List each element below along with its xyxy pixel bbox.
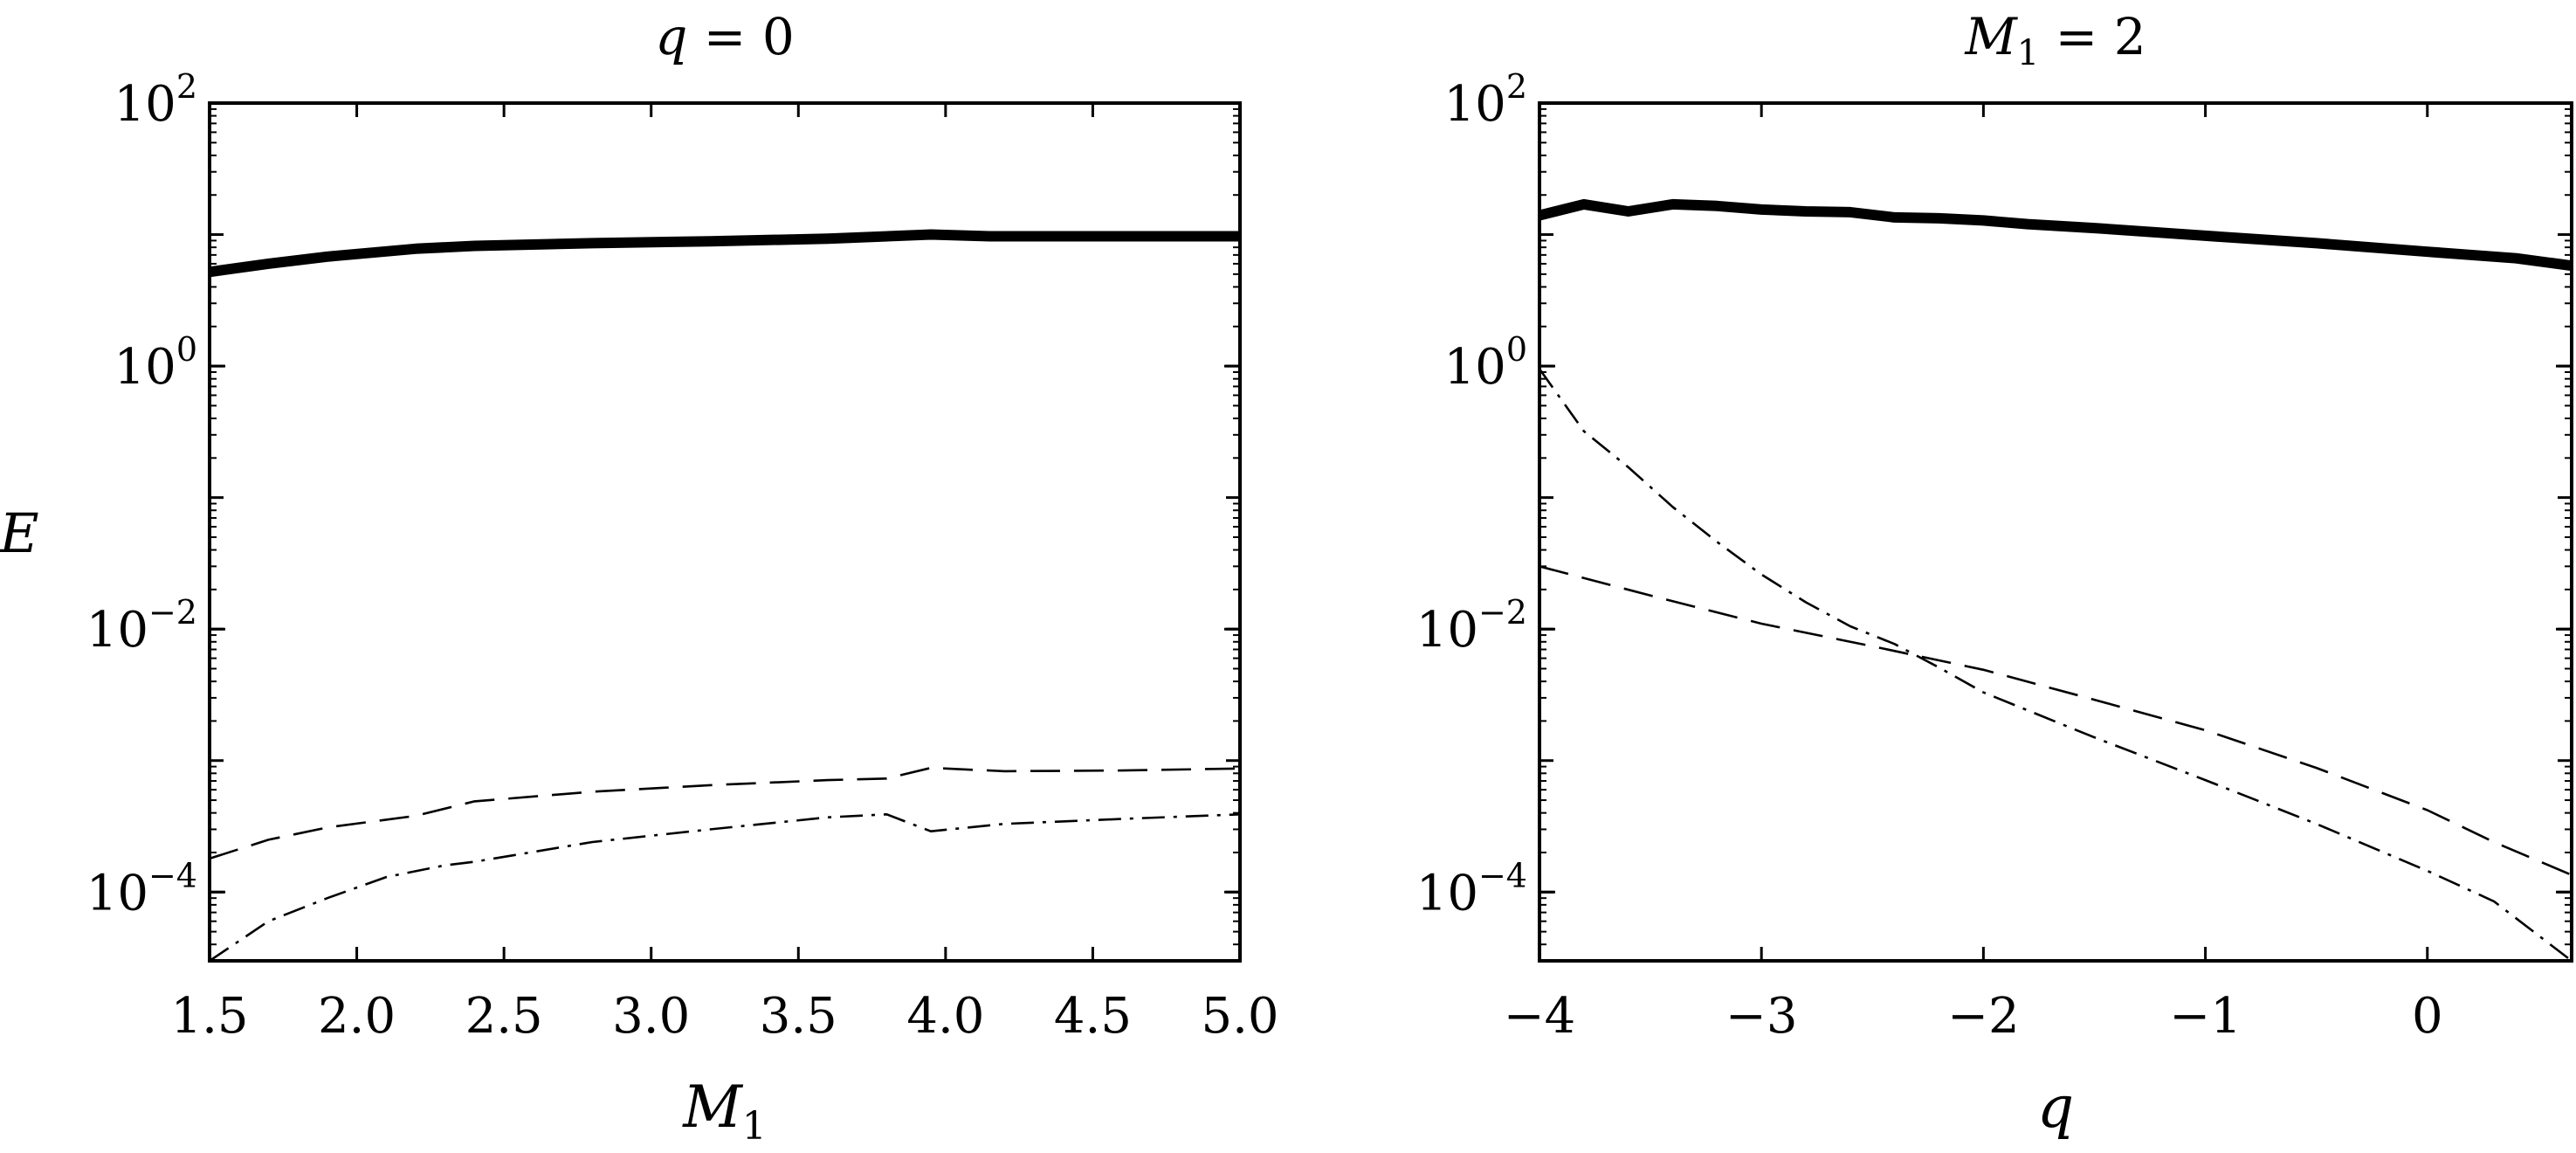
x-tick-label: 5.0	[1201, 988, 1278, 1045]
x-tick-label: −4	[1504, 988, 1576, 1045]
series-line-dashdot	[210, 812, 1240, 961]
x-axis-label: M1	[682, 1074, 767, 1149]
x-tick-label: 0	[2412, 988, 2443, 1045]
y-tick-label: 102	[1444, 67, 1527, 133]
right-panel: −4 −3 −2 −1 0 10−4 10−2 100 102 M1 = 2 q	[1416, 7, 2573, 1141]
x-tick-label: 3.0	[612, 988, 690, 1045]
y-tick-label: 10−4	[86, 856, 197, 922]
x-tick-label: 2.5	[465, 988, 543, 1045]
x-tick-label: 4.5	[1054, 988, 1132, 1045]
x-tick-label: 3.5	[760, 988, 837, 1045]
series-line-dashed	[1539, 565, 2572, 876]
y-tick-label: 100	[114, 330, 197, 396]
series-line-dashed	[210, 766, 1240, 860]
x-tick-label: 4.0	[906, 988, 984, 1045]
x-tick-label: −2	[1947, 988, 2020, 1045]
series-line-solid-thick	[210, 229, 1240, 278]
x-axis-label: q	[2037, 1074, 2074, 1141]
x-tick-label: −1	[2169, 988, 2242, 1045]
series-group	[210, 229, 1240, 961]
y-tick-label: 10−2	[86, 593, 197, 659]
y-tick-label: 10−2	[1416, 593, 1527, 659]
series-group	[1539, 198, 2572, 961]
plot-frame	[1538, 101, 2573, 963]
x-tick-label: −3	[1725, 988, 1798, 1045]
y-tick-label: 102	[114, 67, 197, 133]
left-panel: 1.5 2.0 2.5 3.0 3.5 4.0 4.5 5.0 10−4 10−2 100 102 q …	[86, 7, 1279, 1149]
plot-frame	[208, 101, 1242, 963]
series-line-solid-thick	[1539, 198, 2572, 272]
y-tick-label: 100	[1444, 330, 1527, 396]
panel-title: q = 0	[655, 7, 795, 66]
x-tick-label: 2.0	[318, 988, 396, 1045]
panel-title: M1 = 2	[1964, 7, 2146, 73]
y-tick-label: 10−4	[1416, 856, 1527, 922]
series-line-dashdot	[1539, 368, 2572, 961]
y-axis-label: E	[0, 501, 39, 565]
x-tick-label: 1.5	[170, 988, 248, 1045]
